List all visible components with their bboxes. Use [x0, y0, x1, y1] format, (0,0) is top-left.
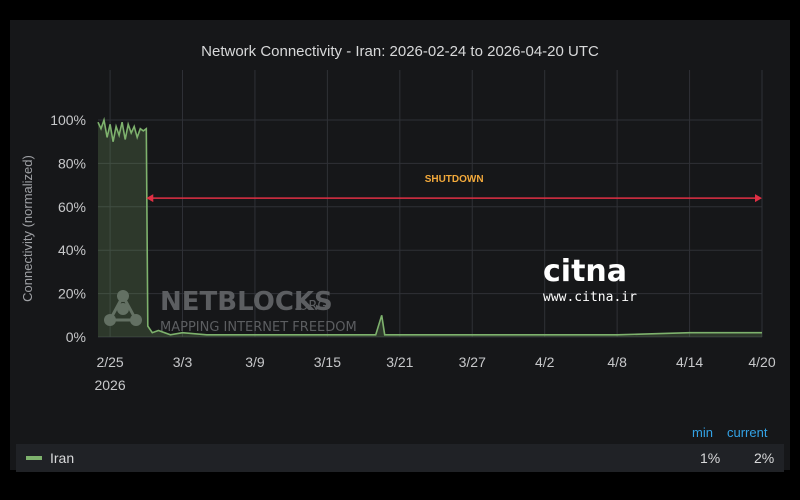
citna-logo: citna: [543, 254, 627, 289]
legend-series-name: Iran: [50, 450, 75, 466]
legend-min-header[interactable]: min: [692, 425, 713, 440]
x-tick-label: 3/3: [173, 354, 193, 370]
y-tick-label: 60%: [58, 199, 86, 215]
y-tick-label: 20%: [58, 286, 86, 302]
legend-swatch: [26, 456, 42, 460]
x-tick-label: 4/8: [607, 354, 627, 370]
chart-title: Network Connectivity - Iran: 2026-02-24 …: [201, 43, 599, 60]
y-tick-label: 80%: [58, 155, 86, 171]
legend-header: min current: [10, 425, 790, 443]
citna-url: www.citna.ir: [543, 290, 637, 305]
x-tick-label: 3/27: [459, 354, 486, 370]
x-tick-label: 3/15: [314, 354, 341, 370]
arrow-head-left: [146, 194, 154, 203]
arrow-head-right: [755, 194, 762, 203]
netblocks-watermark: NETBLOCKS.ORG MAPPING INTERNET FREEDOM: [104, 287, 357, 335]
y-axis-label: Connectivity (normalized): [20, 155, 35, 302]
x-tick-label: 4/2: [535, 354, 555, 370]
grid: [98, 70, 763, 338]
y-tick-label: 100%: [50, 112, 86, 128]
series-line-iran: [97, 116, 762, 336]
chart-panel: Network Connectivity - Iran: 2026-02-24 …: [10, 20, 790, 472]
x-tick-label: 4/14: [676, 354, 703, 370]
y-tick-label: 40%: [58, 242, 86, 258]
annotation-layer: SHUTDOWN: [146, 174, 762, 203]
netblocks-network-icon: [104, 290, 142, 326]
y-tick-label: 0%: [66, 329, 86, 345]
legend-min-value: 1%: [700, 450, 721, 466]
shutdown-label: SHUTDOWN: [425, 174, 484, 185]
x-tick-sublabel: 2026: [94, 377, 125, 393]
legend-row-iran[interactable]: Iran 1% 2%: [16, 444, 784, 472]
series-layer: [97, 116, 762, 337]
netblocks-tagline: MAPPING INTERNET FREEDOM: [160, 320, 357, 335]
x-tick-label: 3/21: [386, 354, 413, 370]
x-tick-label: 4/20: [748, 354, 775, 370]
netblocks-suffix: .ORG: [294, 299, 327, 314]
chart: Network Connectivity - Iran: 2026-02-24 …: [20, 43, 776, 393]
netblocks-wordmark: NETBLOCKS: [160, 287, 333, 317]
x-tick-label: 3/9: [245, 354, 265, 370]
legend-current-value: 2%: [754, 450, 775, 466]
x-tick-label: 2/25: [96, 354, 123, 370]
legend-current-header[interactable]: current: [727, 425, 768, 440]
tick-labels: 0% 20% 40% 60% 80% 100% 2/25 2026 3/3 3/9 3/15 3/21…: [50, 112, 776, 393]
